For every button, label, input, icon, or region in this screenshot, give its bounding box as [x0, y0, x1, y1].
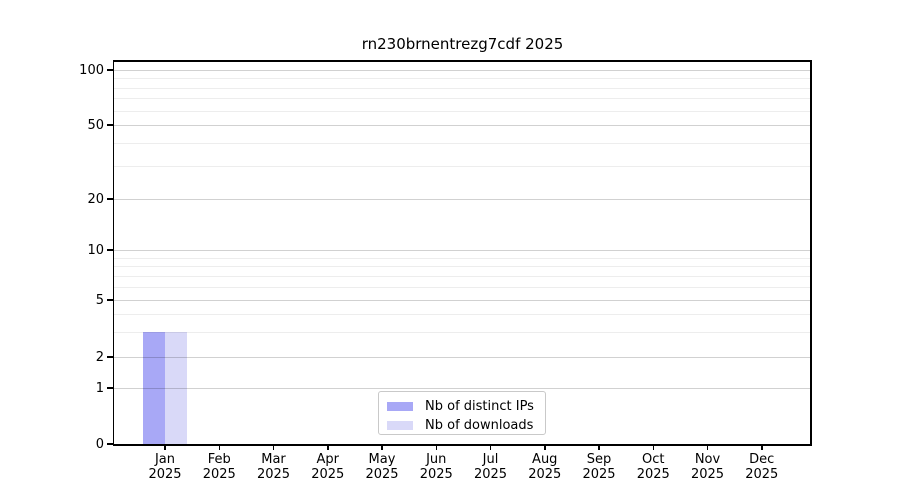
x-tick-year: 2025: [419, 467, 453, 482]
x-axis-tick-label-mar: Mar 2025: [242, 452, 306, 482]
x-tick-year: 2025: [148, 467, 182, 482]
y-axis-left-spine: [112, 60, 114, 446]
x-tick-month: Nov: [694, 452, 721, 467]
chart-title: rn230brnentrezg7cdf 2025: [361, 35, 564, 53]
x-tick-year: 2025: [636, 467, 670, 482]
x-axis-tick-sep: [598, 444, 600, 450]
y-axis-tick-label-20: 20: [87, 191, 104, 207]
x-axis-tick-label-jun: Jun 2025: [404, 452, 468, 482]
y-axis-tick-10: [107, 249, 113, 251]
y-axis-right-spine: [810, 60, 812, 446]
x-tick-year: 2025: [745, 467, 779, 482]
x-axis-tick-label-apr: Apr 2025: [296, 452, 360, 482]
gridline-minor-9: [114, 257, 810, 259]
x-tick-year: 2025: [582, 467, 616, 482]
gridline-major-20: [114, 199, 810, 200]
gridline-minor-3: [114, 331, 810, 333]
x-axis-tick-apr: [327, 444, 329, 450]
x-tick-month: Mar: [261, 452, 286, 467]
x-axis-top-spine: [112, 60, 812, 62]
legend-entry-nb-of-downloads: Nb of downloads: [387, 416, 539, 435]
bar-nb-of-distinct-ips-jan: [143, 331, 165, 444]
x-axis-tick-feb: [218, 444, 220, 450]
gridline-minor-30: [114, 166, 810, 168]
gridline-major-100: [114, 70, 810, 71]
x-tick-month: May: [368, 452, 396, 467]
x-tick-year: 2025: [473, 467, 508, 482]
x-axis-tick-label-may: May 2025: [350, 452, 414, 482]
y-axis-tick-1: [107, 387, 113, 389]
x-axis-tick-oct: [652, 444, 654, 450]
legend-swatch-nb-of-distinct-ips: [387, 402, 413, 411]
x-tick-year: 2025: [311, 467, 345, 482]
gridline-major-2: [114, 357, 810, 358]
x-axis-tick-label-aug: Aug 2025: [513, 452, 577, 482]
x-axis-tick-label-dec: Dec 2025: [730, 452, 794, 482]
gridline-minor-6: [114, 286, 810, 288]
gridline-major-50: [114, 125, 810, 126]
y-axis-tick-label-50: 50: [87, 117, 104, 133]
plot-area: [114, 60, 810, 444]
x-axis-tick-label-nov: Nov 2025: [676, 452, 740, 482]
y-axis-tick-label-5: 5: [95, 292, 104, 308]
x-tick-month: Aug: [532, 452, 558, 467]
y-axis-tick-100: [107, 69, 113, 71]
x-axis-tick-label-jul: Jul 2025: [459, 452, 523, 482]
x-axis-tick-label-sep: Sep 2025: [567, 452, 631, 482]
gridline-major-5: [114, 300, 810, 301]
x-axis-tick-label-oct: Oct 2025: [621, 452, 685, 482]
y-axis-tick-2: [107, 356, 113, 358]
x-axis-tick-nov: [706, 444, 709, 450]
legend-swatch-nb-of-downloads: [387, 421, 413, 430]
y-axis-tick-5: [107, 299, 113, 301]
gridline-minor-80: [114, 87, 810, 89]
x-axis-tick-label-jan: Jan 2025: [133, 452, 197, 482]
x-axis-tick-jan: [164, 444, 166, 450]
gridline-minor-70: [114, 98, 810, 100]
x-tick-month: Feb: [207, 452, 231, 467]
x-tick-year: 2025: [365, 467, 399, 482]
x-axis-bottom-spine: [112, 444, 812, 446]
x-tick-year: 2025: [256, 467, 291, 482]
gridline-minor-40: [114, 143, 810, 145]
legend-label-nb-of-distinct-ips: Nb of distinct IPs: [425, 399, 534, 414]
y-axis-tick-label-100: 100: [79, 62, 104, 78]
x-axis-tick-jun: [435, 444, 437, 450]
y-axis-tick-0: [107, 443, 113, 445]
y-axis-tick-label-0: 0: [95, 436, 104, 452]
gridline-major-1: [114, 388, 810, 389]
x-tick-month: Jun: [426, 452, 447, 467]
legend-label-nb-of-downloads: Nb of downloads: [425, 418, 534, 433]
x-tick-month: Apr: [316, 452, 340, 467]
x-tick-year: 2025: [528, 467, 562, 482]
legend: Nb of distinct IPs Nb of downloads: [378, 391, 546, 435]
y-axis-tick-20: [107, 198, 113, 200]
x-axis-tick-mar: [272, 444, 275, 450]
x-tick-year: 2025: [690, 467, 725, 482]
gridline-minor-60: [114, 110, 810, 112]
gridline-minor-8: [114, 266, 810, 268]
x-tick-month: Jul: [482, 452, 499, 467]
x-tick-month: Sep: [586, 452, 612, 467]
y-axis-tick-label-2: 2: [95, 349, 104, 365]
bar-nb-of-downloads-jan: [165, 331, 187, 444]
x-axis-tick-dec: [761, 444, 763, 450]
x-axis-tick-may: [381, 444, 383, 450]
x-tick-month: Dec: [749, 452, 775, 467]
legend-entry-nb-of-distinct-ips: Nb of distinct IPs: [387, 397, 539, 416]
x-tick-year: 2025: [202, 467, 236, 482]
y-axis-tick-label-10: 10: [87, 242, 104, 258]
x-tick-month: Oct: [642, 452, 665, 467]
gridline-major-10: [114, 250, 810, 251]
x-axis-tick-aug: [544, 444, 546, 450]
x-axis-tick-jul: [489, 444, 492, 450]
gridline-minor-4: [114, 313, 810, 315]
y-axis-tick-50: [107, 124, 113, 126]
y-axis-tick-label-1: 1: [95, 380, 104, 396]
gridline-minor-90: [114, 78, 810, 80]
x-tick-month: Jan: [154, 452, 176, 467]
gridline-minor-7: [114, 275, 810, 277]
x-axis-tick-label-feb: Feb 2025: [187, 452, 251, 482]
